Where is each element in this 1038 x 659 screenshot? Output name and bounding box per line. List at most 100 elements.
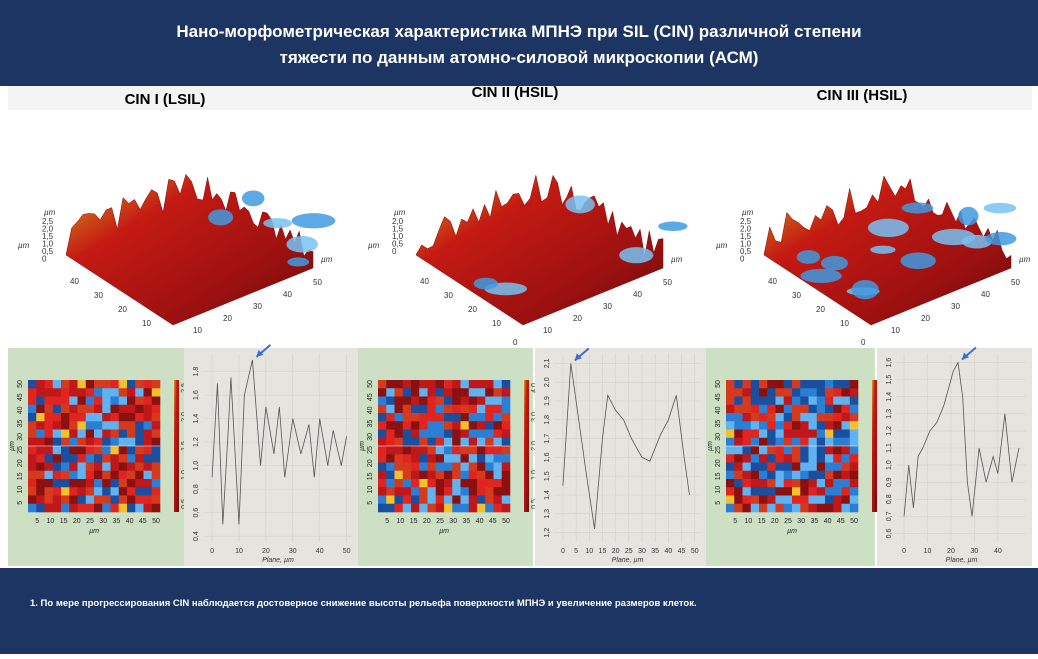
heatmap-cell bbox=[111, 421, 120, 430]
heatmap-cell bbox=[94, 504, 103, 513]
x-tick-label: 15 bbox=[599, 548, 607, 555]
heatmap-cell bbox=[144, 405, 153, 414]
heatmap-cell bbox=[411, 405, 420, 414]
heatmap-cell bbox=[86, 438, 95, 447]
heatmap-cell bbox=[102, 421, 111, 430]
heatmap-cell bbox=[494, 405, 503, 414]
heatmap-cell bbox=[842, 405, 851, 414]
heatmap-cell bbox=[419, 454, 428, 463]
heatmap-cell bbox=[69, 446, 78, 455]
heatmap-x-tick: 10 bbox=[47, 518, 55, 525]
heatmap-cell bbox=[419, 380, 428, 389]
surface-y-tick: 10 bbox=[142, 319, 151, 328]
surface-blue-patch bbox=[658, 221, 687, 231]
heatmap-x-tick: 30 bbox=[797, 518, 805, 525]
heatmap-y-tick: 50 bbox=[715, 380, 722, 388]
heatmap-cell bbox=[436, 454, 445, 463]
heatmap-cell bbox=[127, 504, 136, 513]
heatmap-cell bbox=[102, 446, 111, 455]
heatmap-cell bbox=[776, 388, 785, 397]
heatmap-cell bbox=[45, 463, 54, 472]
heatmap-cell bbox=[461, 413, 470, 422]
heatmap-cell bbox=[119, 380, 128, 389]
y-tick-label: 0,8 bbox=[886, 494, 893, 504]
heatmap-cell bbox=[494, 463, 503, 472]
heatmap-cell bbox=[833, 479, 842, 488]
heatmap-cell bbox=[809, 380, 818, 389]
heatmap-cell bbox=[419, 496, 428, 505]
heatmap-cell bbox=[452, 463, 461, 472]
surface-x-tick: 40 bbox=[981, 290, 990, 299]
heatmap-y-tick: 10 bbox=[17, 486, 24, 494]
heatmap-cell bbox=[419, 413, 428, 422]
heatmap-cell bbox=[784, 421, 793, 430]
surface-y-tick: 30 bbox=[792, 291, 801, 300]
heatmap-cell bbox=[111, 496, 120, 505]
y-tick-label: 1,3 bbox=[886, 409, 893, 419]
y-tick-label: 1,4 bbox=[193, 414, 200, 424]
heatmap-cell bbox=[726, 438, 735, 447]
heatmap-cell bbox=[119, 388, 128, 397]
heatmap-cell bbox=[411, 388, 420, 397]
heatmap-cell bbox=[111, 397, 120, 406]
heatmap-cell bbox=[127, 479, 136, 488]
heatmap-cell bbox=[784, 380, 793, 389]
y-tick-label: 2,0 bbox=[544, 377, 551, 387]
heatmap-y-tick: 15 bbox=[367, 472, 374, 480]
heatmap-cell bbox=[152, 487, 161, 496]
heatmap-cell bbox=[152, 446, 161, 455]
heatmap-cell bbox=[809, 421, 818, 430]
heatmap-cell bbox=[69, 487, 78, 496]
heatmap-cell bbox=[825, 438, 834, 447]
heatmap-cell bbox=[776, 471, 785, 480]
heatmap-cell bbox=[419, 446, 428, 455]
heatmap-cell bbox=[792, 454, 801, 463]
heatmap-cell bbox=[502, 504, 511, 513]
heatmap-cell bbox=[494, 504, 503, 513]
heatmap-cell bbox=[833, 421, 842, 430]
heatmap-cell bbox=[809, 496, 818, 505]
panel-title: CIN III (HSIL) bbox=[817, 87, 908, 104]
y-tick-label: 0,7 bbox=[886, 511, 893, 521]
surface-x-tick: 10 bbox=[543, 326, 552, 335]
heatmap-cell bbox=[767, 421, 776, 430]
heatmap-cell bbox=[127, 405, 136, 414]
heatmap-cell bbox=[411, 430, 420, 439]
heatmap-cell bbox=[386, 463, 395, 472]
heatmap-cell bbox=[743, 421, 752, 430]
heatmap-cell bbox=[726, 487, 735, 496]
heatmap-cell bbox=[61, 504, 70, 513]
heatmap-cell bbox=[726, 479, 735, 488]
heatmap-cell bbox=[825, 397, 834, 406]
heatmap-cell bbox=[809, 397, 818, 406]
heatmap-cell bbox=[135, 463, 144, 472]
heatmap-cell bbox=[494, 446, 503, 455]
heatmap-cell bbox=[28, 446, 37, 455]
heatmap-cell bbox=[411, 496, 420, 505]
heatmap-cell bbox=[395, 413, 404, 422]
heatmap-cell bbox=[784, 504, 793, 513]
heatmap-cell bbox=[61, 454, 70, 463]
panel-title: CIN II (HSIL) bbox=[472, 84, 559, 101]
heatmap-cell bbox=[825, 413, 834, 422]
heatmap-cell bbox=[403, 380, 412, 389]
heatmap-cell bbox=[78, 421, 87, 430]
heatmap-cell bbox=[28, 388, 37, 397]
heatmap-cell bbox=[61, 438, 70, 447]
heatmap-cell bbox=[444, 463, 453, 472]
surface-blue-patch bbox=[958, 207, 978, 226]
heatmap-cell bbox=[759, 438, 768, 447]
heatmap-cell bbox=[842, 463, 851, 472]
heatmap-cell bbox=[743, 438, 752, 447]
heatmap-cell bbox=[386, 388, 395, 397]
heatmap-cell bbox=[428, 479, 437, 488]
heatmap-cell bbox=[469, 380, 478, 389]
heatmap-cell bbox=[436, 487, 445, 496]
heatmap-cell bbox=[78, 446, 87, 455]
heatmap-cell bbox=[833, 487, 842, 496]
heatmap-cell bbox=[502, 487, 511, 496]
surface-blue-patch bbox=[902, 202, 934, 213]
heatmap-cell bbox=[444, 504, 453, 513]
heatmap-cell bbox=[485, 504, 494, 513]
surface-x-tick: 20 bbox=[573, 314, 582, 323]
